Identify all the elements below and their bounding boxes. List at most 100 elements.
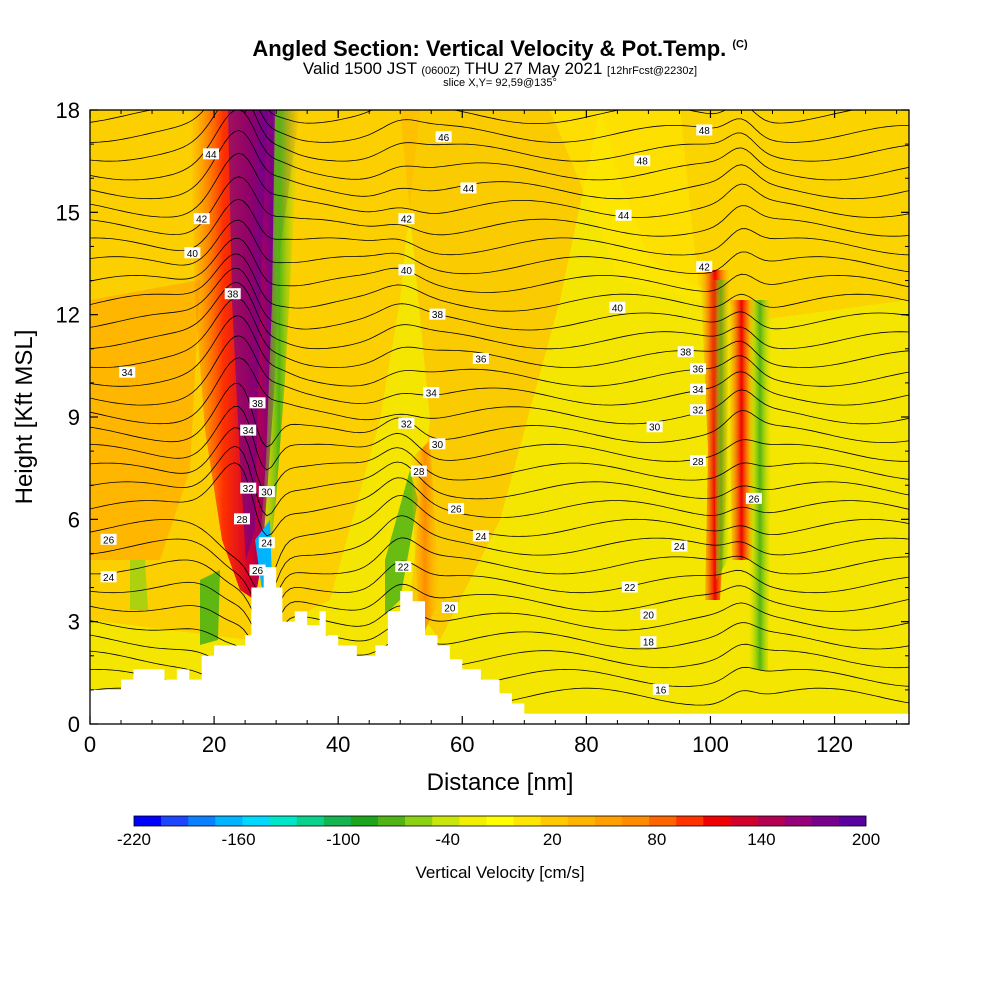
theta-label: 20 bbox=[441, 602, 458, 615]
theta-label-text: 20 bbox=[444, 604, 456, 615]
colorbar-swatch bbox=[161, 816, 189, 826]
theta-label-text: 28 bbox=[236, 515, 248, 526]
theta-label: 42 bbox=[398, 213, 415, 226]
x-tick-label: 100 bbox=[692, 732, 729, 757]
theta-label-bg bbox=[240, 424, 257, 436]
theta-label-text: 46 bbox=[438, 133, 450, 144]
theta-label-text: 40 bbox=[401, 266, 413, 277]
theta-label-bg bbox=[184, 247, 201, 259]
x-tick-label: 40 bbox=[326, 732, 350, 757]
x-tick-label: 60 bbox=[450, 732, 474, 757]
theta-label: 34 bbox=[240, 424, 257, 437]
theta-label: 38 bbox=[224, 288, 241, 301]
theta-label-bg bbox=[258, 537, 275, 549]
theta-label: 26 bbox=[745, 492, 762, 505]
velocity-zone-yellow bbox=[550, 110, 700, 300]
theta-label-text: 24 bbox=[261, 539, 273, 550]
theta-label-text: 18 bbox=[643, 638, 655, 649]
theta-contour-line bbox=[90, 495, 909, 595]
theta-contour-line bbox=[90, 219, 909, 275]
colorbar-swatch bbox=[323, 816, 352, 826]
theta-label: 40 bbox=[609, 301, 626, 314]
theta-label-bg bbox=[640, 608, 657, 620]
theta-label-text: 42 bbox=[196, 215, 208, 226]
theta-label: 44 bbox=[202, 148, 219, 161]
theta-label-text: 32 bbox=[243, 484, 255, 495]
downdraft-band-3 bbox=[385, 470, 418, 615]
y-tick-label: 12 bbox=[56, 303, 80, 328]
theta-label-text: 36 bbox=[475, 355, 487, 366]
theta-label-bg bbox=[745, 492, 762, 504]
theta-contour-line bbox=[90, 130, 909, 200]
theta-label-bg bbox=[640, 636, 657, 648]
colorbar-swatch bbox=[486, 816, 514, 826]
downdraft-band-east-1 bbox=[712, 280, 730, 580]
downdraft-band-4 bbox=[130, 560, 148, 610]
theta-label-text: 28 bbox=[692, 457, 704, 468]
theta-label: 24 bbox=[472, 530, 489, 543]
theta-label-text: 34 bbox=[122, 368, 134, 379]
theta-label: 16 bbox=[652, 683, 669, 696]
theta-contour-line bbox=[90, 515, 909, 610]
colorbar-tick-label: -100 bbox=[326, 830, 360, 849]
theta-label-text: 34 bbox=[692, 385, 704, 396]
theta-label-bg bbox=[234, 513, 251, 525]
y-tick-label: 6 bbox=[68, 507, 80, 532]
theta-contour-line bbox=[90, 110, 855, 124]
colorbar-swatch bbox=[703, 816, 731, 826]
updraft-max bbox=[228, 110, 268, 560]
theta-contour-line bbox=[90, 253, 909, 312]
colorbar-swatch bbox=[432, 816, 460, 826]
theta-label: 18 bbox=[640, 636, 657, 649]
theta-label-text: 44 bbox=[463, 184, 475, 195]
theta-contour-line bbox=[90, 445, 909, 517]
theta-label-text: 42 bbox=[401, 215, 413, 226]
theta-label-text: 24 bbox=[674, 542, 686, 553]
theta-contour-line bbox=[90, 237, 909, 293]
theta-contours bbox=[90, 110, 909, 724]
colorbar-tick-label: -160 bbox=[222, 830, 256, 849]
x-tick-label: 120 bbox=[816, 732, 853, 757]
theta-contour-line bbox=[90, 282, 909, 350]
theta-label-text: 32 bbox=[692, 406, 704, 417]
colorbar-tick-label: 80 bbox=[647, 830, 666, 849]
theta-label-bg bbox=[423, 387, 440, 399]
theta-label: 38 bbox=[677, 346, 694, 359]
colorbar-swatch bbox=[649, 816, 677, 826]
theta-label: 22 bbox=[395, 561, 412, 574]
colorbar-swatch bbox=[757, 816, 785, 826]
theta-label-bg bbox=[690, 404, 707, 416]
theta-label-bg bbox=[119, 366, 136, 378]
theta-label-text: 30 bbox=[649, 423, 661, 434]
colorbar-swatch bbox=[567, 816, 596, 826]
velocity-zone-westlow bbox=[90, 280, 200, 560]
theta-label: 46 bbox=[435, 131, 452, 144]
theta-label-text: 28 bbox=[413, 467, 425, 478]
theta-label-text: 38 bbox=[680, 348, 692, 359]
terrain bbox=[90, 567, 909, 724]
theta-label-text: 26 bbox=[103, 535, 115, 546]
theta-label-text: 26 bbox=[748, 494, 760, 505]
theta-label: 32 bbox=[240, 482, 257, 495]
theta-label-bg bbox=[429, 308, 446, 320]
theta-label-bg bbox=[395, 561, 412, 573]
theta-contour-line bbox=[90, 383, 909, 448]
theta-contour-line bbox=[90, 297, 909, 368]
colorbar-frame bbox=[133, 815, 867, 827]
chart-title: Angled Section: Vertical Velocity & Pot.… bbox=[252, 36, 748, 61]
colorbar-swatch bbox=[622, 816, 650, 826]
theta-label-bg bbox=[240, 482, 257, 494]
theta-label-text: 44 bbox=[618, 211, 630, 222]
theta-label-bg bbox=[615, 209, 632, 221]
theta-label: 24 bbox=[258, 537, 275, 550]
theta-label-text: 38 bbox=[252, 399, 264, 410]
theta-label: 22 bbox=[621, 581, 638, 594]
theta-label: 24 bbox=[671, 540, 688, 553]
colorbar-tick-label: -220 bbox=[117, 830, 151, 849]
colorbar-swatch bbox=[188, 816, 216, 826]
theta-label-bg bbox=[609, 301, 626, 313]
slice-label: slice X,Y= 92,59@135° bbox=[443, 77, 557, 89]
theta-label-bg bbox=[249, 397, 266, 409]
theta-label-bg bbox=[193, 213, 210, 225]
